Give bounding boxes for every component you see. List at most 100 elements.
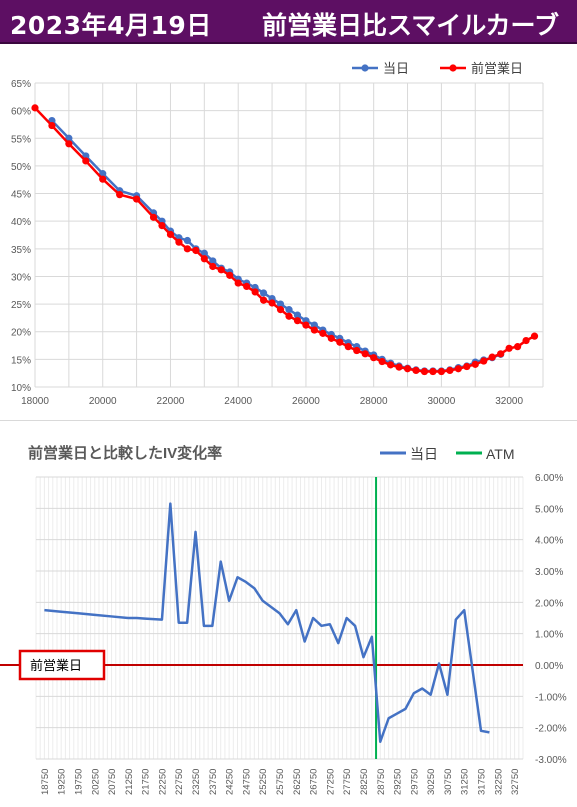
y-tick-label: 4.00% <box>535 536 563 547</box>
legend-marker-today <box>361 64 369 72</box>
x-tick-label: 29750 <box>409 769 420 795</box>
y-tick-label: 35% <box>11 245 31 256</box>
x-tick-label: 32250 <box>493 769 504 795</box>
data-point-prev <box>234 279 242 287</box>
y-tick-label: 30% <box>11 272 31 283</box>
data-point-prev <box>522 336 530 345</box>
x-tick-label: 20000 <box>89 396 117 407</box>
y-tick-label: 15% <box>11 355 31 366</box>
data-point-today <box>276 300 285 308</box>
y-tick-label: 5.00% <box>535 504 563 515</box>
data-point-prev <box>395 363 403 371</box>
x-tick-label: 22250 <box>157 769 168 795</box>
x-tick-label: 26750 <box>309 769 320 795</box>
x-tick-label: 25250 <box>258 769 269 795</box>
y-tick-label: 2.00% <box>535 598 563 609</box>
x-tick-label: 30250 <box>426 769 437 795</box>
data-point-prev <box>387 361 395 369</box>
x-tick-label: 22000 <box>157 396 185 407</box>
x-tick-label: 24000 <box>224 396 252 407</box>
y-tick-label: 65% <box>11 79 31 90</box>
data-point-today <box>200 249 208 257</box>
x-tick-label: 32000 <box>495 396 523 407</box>
data-point-today <box>310 321 318 329</box>
data-point-prev <box>48 121 56 130</box>
data-point-prev <box>149 213 158 221</box>
data-point-prev <box>454 365 462 373</box>
header-title: 前営業日比スマイルカーブ <box>262 11 560 40</box>
data-point-prev <box>285 312 293 320</box>
data-point-today <box>183 236 191 245</box>
y-tick-label: 10% <box>11 383 31 394</box>
data-point-prev <box>251 288 259 296</box>
x-tick-label: 19250 <box>57 769 68 795</box>
data-point-today <box>285 306 293 314</box>
y-tick-label: 3.00% <box>535 567 563 578</box>
x-tick-label: 19750 <box>73 769 84 795</box>
data-point-prev <box>99 175 107 183</box>
data-point-prev <box>133 195 141 203</box>
y-tick-label: 50% <box>11 162 31 173</box>
legend-marker-prev <box>449 64 457 72</box>
data-point-prev <box>192 246 200 255</box>
x-tick-label: 22750 <box>174 769 185 795</box>
data-point-prev <box>488 353 496 361</box>
data-point-prev <box>530 332 539 340</box>
legend-label-today: 当日 <box>410 446 438 462</box>
data-point-prev <box>463 362 471 371</box>
data-point-prev <box>403 365 412 373</box>
data-point-prev <box>336 338 344 346</box>
y-tick-label: 60% <box>11 107 31 118</box>
chart-title: 前営業日と比較したIV変化率 <box>28 444 222 462</box>
x-tick-label: 31250 <box>460 769 471 795</box>
data-point-prev <box>175 238 183 246</box>
data-point-prev <box>429 367 437 376</box>
data-point-prev <box>412 366 420 375</box>
x-tick-label: 28000 <box>360 396 388 407</box>
x-tick-label: 20750 <box>107 769 118 795</box>
y-tick-label: 1.00% <box>535 630 563 641</box>
x-tick-label: 27250 <box>325 769 336 795</box>
header-date: 2023年4月19日 <box>10 11 212 40</box>
data-point-prev <box>209 262 217 271</box>
data-point-prev <box>293 317 302 325</box>
data-point-prev <box>471 360 479 368</box>
x-tick-label: 26250 <box>292 769 303 795</box>
x-tick-label: 23250 <box>191 769 202 795</box>
x-tick-label: 24750 <box>241 769 252 795</box>
series-line-today <box>44 502 490 744</box>
y-tick-label: 20% <box>11 328 31 339</box>
annotation-box <box>18 649 106 681</box>
x-tick-label: 30750 <box>443 769 454 795</box>
x-tick-label: 32750 <box>510 769 521 795</box>
y-tick-label: -3.00% <box>535 755 567 766</box>
data-point-prev <box>480 357 488 365</box>
data-point-prev <box>319 329 327 337</box>
data-point-prev <box>446 366 454 375</box>
data-point-today <box>293 311 302 319</box>
data-point-prev <box>183 245 191 253</box>
data-point-prev <box>158 222 166 230</box>
y-tick-label: 0.00% <box>535 661 563 672</box>
data-point-prev <box>116 191 124 199</box>
data-point-prev <box>65 140 73 148</box>
annotation-label: 前営業日 <box>30 658 82 673</box>
data-point-prev <box>166 230 175 239</box>
x-tick-label: 27750 <box>342 769 353 795</box>
legend-label-atm: ATM <box>486 446 515 462</box>
series-line-today <box>51 119 502 373</box>
iv-change-chart: 6.00% 5.00% 4.00% 3.00% 2.00% 1.00% 0.00% -1.00… <box>0 421 577 802</box>
x-tick-label: 28750 <box>376 769 387 795</box>
data-point-prev <box>243 282 251 291</box>
smile-curve-svg: 10% 15% 20% 25% 30% 35% 40% 45% 50% 55% 60% 65% 1800… <box>11 61 544 407</box>
x-tick-label: 21750 <box>141 769 152 795</box>
data-point-prev <box>370 354 378 362</box>
data-point-today <box>260 289 268 297</box>
data-point-prev <box>344 343 352 351</box>
data-point-prev <box>378 357 386 366</box>
data-point-prev <box>226 271 234 279</box>
x-tick-label: 25750 <box>275 769 286 795</box>
y-tick-label: 55% <box>11 134 31 145</box>
y-tick-label: 6.00% <box>535 473 563 484</box>
x-tick-label: 24250 <box>225 769 236 795</box>
